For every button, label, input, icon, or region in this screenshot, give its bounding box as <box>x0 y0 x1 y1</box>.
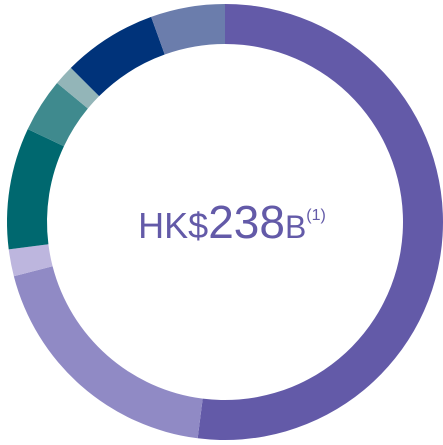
currency: HK$ <box>138 205 208 246</box>
donut-slice <box>8 244 53 277</box>
amount: 238 <box>208 196 285 248</box>
footnote-ref: (1) <box>306 207 326 224</box>
donut-slice <box>70 16 165 97</box>
donut-slice <box>57 67 100 109</box>
donut <box>7 4 443 440</box>
center-label: HK$238B(1) <box>138 196 326 248</box>
unit: B <box>285 209 306 245</box>
donut-slice <box>197 4 443 440</box>
donut-slice <box>27 83 88 147</box>
donut-slice <box>7 129 64 250</box>
donut-slice <box>13 266 203 439</box>
donut-slice <box>151 4 225 55</box>
